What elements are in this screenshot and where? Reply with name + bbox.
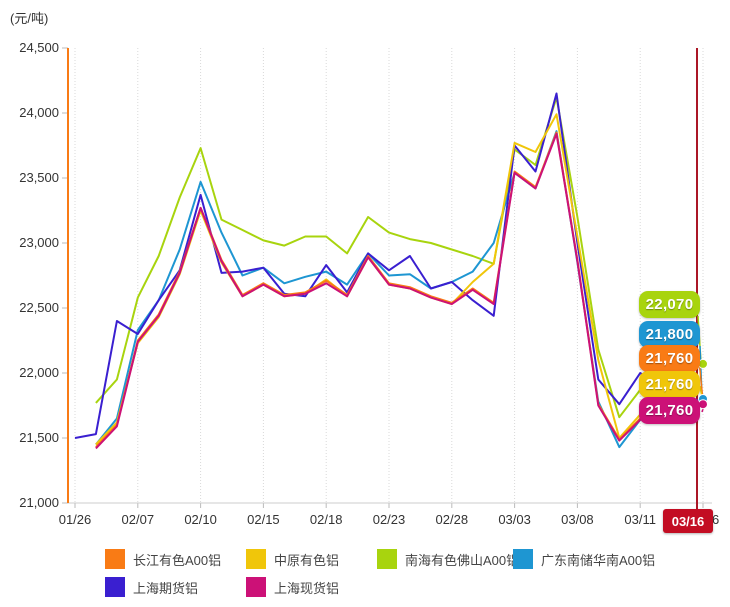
x-axis-tick-label: 02/28: [436, 512, 469, 527]
legend-swatch: [246, 577, 266, 597]
x-axis-tick-label: 03/08: [561, 512, 594, 527]
legend-swatch: [105, 577, 125, 597]
x-axis-tick-label: 02/23: [373, 512, 406, 527]
legend-item[interactable]: 广东南储华南A00铝: [513, 549, 655, 569]
value-callout: 22,070: [639, 291, 700, 318]
y-axis-tick-label: 22,500: [19, 300, 59, 315]
legend-item[interactable]: 长江有色A00铝: [105, 549, 221, 569]
series-line: [95, 132, 704, 450]
legend-swatch: [513, 549, 533, 569]
series-line: [95, 96, 704, 419]
legend-item[interactable]: 上海期货铝: [105, 577, 198, 597]
legend-item[interactable]: 上海现货铝: [246, 577, 339, 597]
y-axis-tick-label: 23,000: [19, 235, 59, 250]
legend-label: 上海期货铝: [133, 580, 199, 596]
legend-item[interactable]: 中原有色铝: [246, 549, 339, 569]
legend-swatch: [246, 549, 266, 569]
x-axis-tick-label: 03/11: [624, 512, 656, 527]
y-axis-tick-label: 21,000: [19, 495, 59, 510]
y-axis-tick-label: 24,500: [19, 40, 59, 55]
legend-label: 南海有色佛山A00铝: [405, 552, 520, 568]
legend-swatch: [377, 549, 397, 569]
value-callout: 21,760: [639, 371, 700, 398]
y-axis-tick-label: 24,000: [19, 105, 59, 120]
x-axis-tick-label: 02/07: [122, 512, 155, 527]
y-axis-tick-label: 22,000: [19, 365, 59, 380]
x-axis-tick-label: 02/10: [184, 512, 217, 527]
legend-swatch: [105, 549, 125, 569]
y-axis-unit-label: (元/吨): [10, 11, 49, 26]
y-axis-tick-label: 21,500: [19, 430, 59, 445]
x-axis-tick-label: 02/18: [310, 512, 343, 527]
legend-item[interactable]: 南海有色佛山A00铝: [377, 549, 519, 569]
current-date-badge: 03/16: [663, 509, 713, 533]
x-axis-tick-label: 03/03: [498, 512, 531, 527]
legend-label: 长江有色A00铝: [133, 552, 222, 568]
y-axis-tick-label: 23,500: [19, 170, 59, 185]
x-axis-tick-label: 01/26: [59, 512, 92, 527]
x-axis-tick-label: 02/15: [247, 512, 280, 527]
legend-label: 广东南储华南A00铝: [541, 552, 656, 568]
legend-label: 中原有色铝: [274, 552, 340, 568]
legend-label: 上海现货铝: [274, 580, 340, 596]
value-callout: 21,760: [639, 397, 700, 424]
value-callout: 21,760: [639, 345, 700, 372]
value-callout: 21,800: [639, 321, 700, 348]
chart-canvas: 01/26 02/07 02/10 02/15 02/18 02/23 02/28 03/03…: [19, 40, 719, 531]
